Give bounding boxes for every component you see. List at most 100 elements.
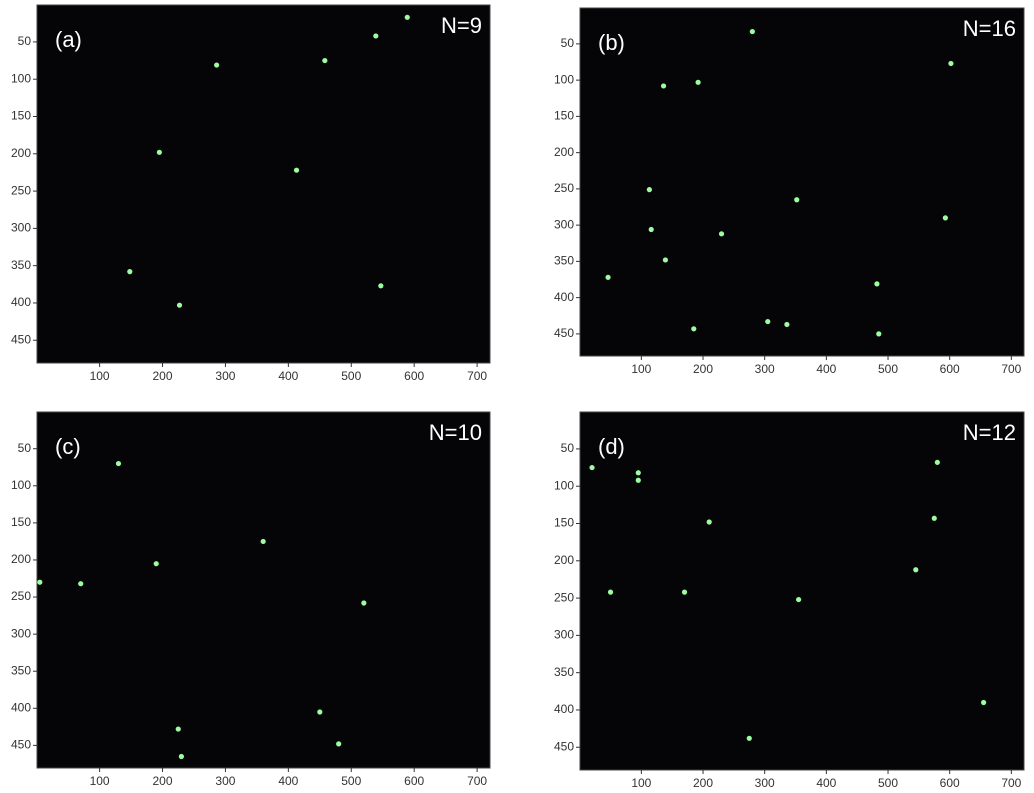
image-panel (36, 411, 491, 769)
y-tick-label: 50 (18, 34, 32, 48)
y-tick-label: 100 (11, 478, 31, 492)
x-tick-label: 100 (631, 362, 651, 376)
x-tick-label: 300 (215, 369, 235, 383)
spot (214, 62, 220, 68)
spot (635, 470, 641, 476)
x-tick-label: 500 (341, 774, 361, 788)
y-tick-label: 450 (11, 332, 31, 346)
y-tick-label: 250 (11, 183, 31, 197)
spot (931, 515, 937, 521)
x-tick-label: 400 (278, 369, 298, 383)
spot (175, 726, 181, 732)
spot (934, 459, 940, 465)
spot (176, 302, 183, 308)
spot (942, 215, 948, 221)
spot (404, 14, 410, 20)
image-panel (579, 7, 1025, 357)
y-tick-label: 250 (554, 590, 574, 604)
y-tick-label: 200 (554, 145, 574, 159)
y-tick-label: 100 (11, 71, 31, 85)
count-label: N=9 (441, 13, 482, 38)
x-tick-label: 500 (878, 362, 898, 376)
x-tick-label: 200 (693, 362, 713, 376)
x-tick-label: 700 (467, 369, 487, 383)
x-tick-label: 500 (878, 776, 898, 790)
y-tick-label: 150 (554, 109, 574, 123)
y-tick-label: 200 (11, 552, 31, 566)
spot (662, 257, 669, 263)
panel-label: (a) (55, 27, 82, 52)
y-tick-label: 300 (554, 217, 574, 231)
count-label: N=16 (963, 16, 1016, 41)
y-tick-label: 250 (554, 181, 574, 195)
panel-label: (d) (598, 434, 625, 459)
y-tick-label: 450 (554, 739, 574, 753)
x-tick-label: 300 (755, 776, 775, 790)
x-tick-label: 400 (816, 776, 836, 790)
spot (37, 579, 43, 585)
panel-label: (b) (598, 30, 625, 55)
image-panel (579, 411, 1025, 771)
y-tick-label: 350 (554, 665, 574, 679)
image-panel (36, 4, 491, 364)
y-tick-label: 200 (11, 146, 31, 160)
spot (648, 226, 654, 233)
spot (913, 567, 919, 573)
y-tick-label: 350 (11, 663, 31, 677)
y-tick-label: 150 (11, 515, 31, 529)
spot (876, 331, 882, 337)
spot (948, 60, 954, 67)
y-tick-label: 400 (11, 295, 31, 309)
spot (317, 709, 323, 715)
spot (78, 581, 84, 587)
y-tick-label: 150 (554, 516, 574, 530)
x-tick-label: 700 (1001, 362, 1021, 376)
y-tick-label: 50 (561, 36, 575, 50)
y-tick-label: 150 (11, 109, 31, 123)
spot (156, 149, 162, 155)
y-tick-label: 400 (554, 290, 574, 304)
y-tick-label: 300 (554, 628, 574, 642)
x-tick-label: 600 (404, 774, 424, 788)
x-tick-label: 700 (467, 774, 487, 788)
x-tick-label: 100 (90, 369, 110, 383)
x-tick-label: 200 (693, 776, 713, 790)
y-tick-label: 300 (11, 626, 31, 640)
x-tick-label: 200 (153, 774, 173, 788)
spot (749, 28, 755, 35)
spot (322, 57, 328, 64)
x-tick-label: 500 (341, 369, 361, 383)
y-tick-label: 100 (554, 72, 574, 86)
spot (293, 167, 300, 173)
spot (660, 83, 667, 89)
spot (378, 283, 384, 289)
spot (336, 741, 342, 747)
y-tick-label: 250 (11, 589, 31, 603)
spot (115, 460, 122, 467)
spot (127, 269, 133, 275)
y-tick-label: 350 (11, 258, 31, 272)
spot (635, 477, 641, 483)
x-tick-label: 200 (153, 369, 173, 383)
x-tick-label: 600 (404, 369, 424, 383)
spot (794, 197, 800, 203)
spot (784, 321, 790, 328)
spot (695, 79, 701, 85)
spot (718, 231, 725, 237)
x-tick-label: 600 (940, 776, 960, 790)
y-tick-label: 450 (11, 738, 31, 752)
y-tick-label: 350 (554, 254, 574, 268)
spot (681, 589, 688, 595)
spot (589, 464, 595, 471)
y-tick-label: 100 (554, 478, 574, 492)
spot (646, 187, 652, 193)
x-tick-label: 400 (278, 774, 298, 788)
y-tick-label: 400 (11, 700, 31, 714)
spot (361, 600, 367, 606)
spot (765, 318, 771, 325)
spot (691, 326, 697, 332)
count-label: N=10 (429, 420, 482, 445)
y-tick-label: 400 (554, 702, 574, 716)
spot (605, 274, 611, 280)
